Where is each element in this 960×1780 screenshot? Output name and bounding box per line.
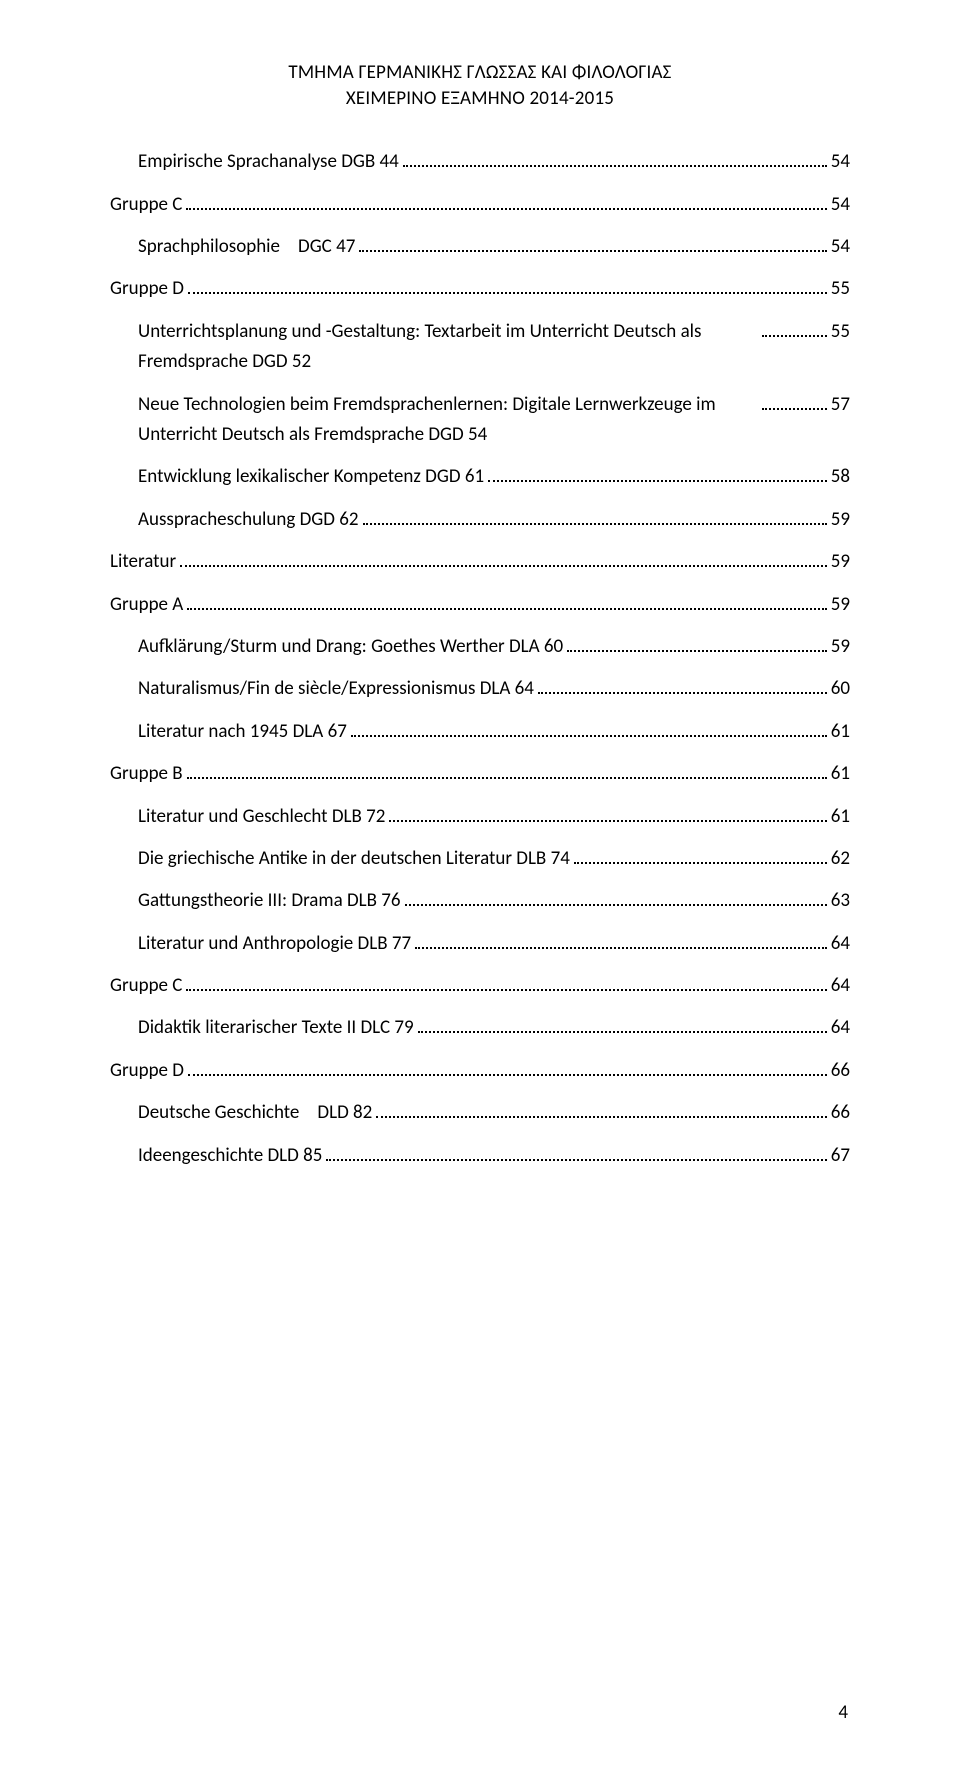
toc-entry: Literatur nach 1945 DLA 67 61 [110, 717, 850, 747]
toc-leader-dots [187, 762, 827, 779]
toc-leader-dots [488, 465, 827, 482]
toc-entry-page: 60 [831, 674, 850, 704]
toc-leader-dots [188, 277, 827, 294]
toc-leader-dots [762, 393, 827, 410]
toc-entry-page: 59 [831, 632, 850, 662]
toc-entry-page: 64 [831, 1013, 850, 1043]
toc-entry: Die griechische Antike in der deutschen … [110, 844, 850, 874]
toc-leader-dots [403, 150, 827, 167]
toc-entry: Gruppe C 54 [110, 190, 850, 220]
toc-entry: Literatur und Geschlecht DLB 72 61 [110, 802, 850, 832]
toc-entry-page: 62 [831, 844, 850, 874]
toc-entry-page: 59 [831, 547, 850, 577]
toc-leader-dots [376, 1101, 826, 1118]
toc-leader-dots [389, 804, 826, 821]
toc-entry-title: Literatur und Anthropologie DLB 77 [138, 929, 411, 959]
toc-entry-page: 64 [831, 971, 850, 1001]
toc-entry-page: 54 [831, 190, 850, 220]
toc-entry-title: Literatur [110, 547, 176, 577]
toc-leader-dots [180, 550, 827, 567]
toc-entry-page: 64 [831, 929, 850, 959]
toc-entry-title: Ideengeschichte DLD 85 [138, 1141, 322, 1171]
table-of-contents: Empirische Sprachanalyse DGB 44 54Gruppe… [110, 147, 850, 1171]
header-line-2: ΧΕΙΜΕΡΙΝΟ ΕΞΑΜΗΝΟ 2014-2015 [110, 86, 850, 112]
toc-entry: Unterrichtsplanung und -Gestaltung: Text… [110, 317, 850, 378]
toc-entry-title: Gruppe C [110, 190, 182, 220]
toc-entry: Gruppe D 66 [110, 1056, 850, 1086]
toc-entry: Gruppe B 61 [110, 759, 850, 789]
toc-entry-title: Deutsche GeschichteDLD 82 [138, 1098, 372, 1128]
toc-entry: Deutsche GeschichteDLD 82 66 [110, 1098, 850, 1128]
toc-leader-dots [418, 1016, 827, 1033]
toc-leader-dots [359, 235, 826, 252]
toc-entry-title: Die griechische Antike in der deutschen … [138, 844, 570, 874]
toc-entry-title: Gruppe A [110, 590, 183, 620]
toc-leader-dots [574, 847, 827, 864]
toc-entry: SprachphilosophieDGC 47 54 [110, 232, 850, 262]
toc-leader-dots [538, 677, 827, 694]
toc-entry: Neue Technologien beim Fremdsprachenlern… [110, 390, 850, 451]
toc-entry-title: Ausspracheschulung DGD 62 [138, 505, 359, 535]
toc-entry: Naturalismus/Fin de siècle/Expressionism… [110, 674, 850, 704]
toc-entry-title: Aufklärung/Sturm und Drang: Goethes Wert… [138, 632, 563, 662]
toc-entry-page: 55 [831, 274, 850, 304]
toc-leader-dots [405, 889, 827, 906]
toc-entry-page: 61 [831, 717, 850, 747]
toc-entry-page: 54 [831, 147, 850, 177]
toc-entry-title: SprachphilosophieDGC 47 [138, 232, 355, 262]
toc-entry: Gattungstheorie III: Drama DLB 76 63 [110, 886, 850, 916]
toc-leader-dots [415, 932, 827, 949]
toc-entry-page: 63 [831, 886, 850, 916]
toc-entry: Entwicklung lexikalischer Kompetenz DGD … [110, 462, 850, 492]
toc-entry-page: 61 [831, 759, 850, 789]
toc-entry-page: 66 [831, 1098, 850, 1128]
toc-entry-page: 54 [831, 232, 850, 262]
toc-entry-page: 57 [831, 390, 850, 420]
document-header: ΤΜΗΜΑ ΓΕΡΜΑΝΙΚΗΣ ΓΛΩΣΣΑΣ ΚΑΙ ΦΙΛΟΛΟΓΙΑΣ … [110, 60, 850, 111]
toc-entry-page: 58 [831, 462, 850, 492]
toc-entry-title: Literatur nach 1945 DLA 67 [138, 717, 347, 747]
toc-entry: Aufklärung/Sturm und Drang: Goethes Wert… [110, 632, 850, 662]
toc-entry-title: Naturalismus/Fin de siècle/Expressionism… [138, 674, 534, 704]
toc-entry: Literatur 59 [110, 547, 850, 577]
toc-entry-title: Gattungstheorie III: Drama DLB 76 [138, 886, 401, 916]
page-number: 4 [838, 1701, 848, 1724]
toc-entry-title: Didaktik literarischer Texte II DLC 79 [138, 1013, 414, 1043]
toc-entry: Gruppe A 59 [110, 590, 850, 620]
toc-entry-title: Neue Technologien beim Fremdsprachenlern… [138, 390, 758, 451]
toc-leader-dots [363, 508, 827, 525]
toc-entry: Empirische Sprachanalyse DGB 44 54 [110, 147, 850, 177]
toc-entry: Gruppe D 55 [110, 274, 850, 304]
toc-entry-title: Gruppe C [110, 971, 182, 1001]
toc-leader-dots [186, 974, 826, 991]
toc-entry-page: 59 [831, 590, 850, 620]
toc-leader-dots [762, 320, 827, 337]
toc-entry-title: Gruppe D [110, 274, 184, 304]
toc-entry-title: Empirische Sprachanalyse DGB 44 [138, 147, 399, 177]
toc-leader-dots [567, 635, 827, 652]
toc-entry: Gruppe C 64 [110, 971, 850, 1001]
toc-entry: Ausspracheschulung DGD 62 59 [110, 505, 850, 535]
toc-entry-title: Unterrichtsplanung und -Gestaltung: Text… [138, 317, 758, 378]
toc-entry-page: 61 [831, 802, 850, 832]
toc-leader-dots [186, 193, 826, 210]
toc-entry-page: 55 [831, 317, 850, 347]
toc-entry-title: Gruppe D [110, 1056, 184, 1086]
toc-entry-page: 67 [831, 1141, 850, 1171]
toc-entry-page: 66 [831, 1056, 850, 1086]
toc-entry: Literatur und Anthropologie DLB 77 64 [110, 929, 850, 959]
toc-leader-dots [326, 1144, 826, 1161]
toc-leader-dots [188, 1059, 827, 1076]
toc-leader-dots [187, 592, 826, 609]
toc-entry-code: DGC 47 [298, 235, 355, 258]
toc-entry-title: Gruppe B [110, 759, 183, 789]
toc-entry: Didaktik literarischer Texte II DLC 79 6… [110, 1013, 850, 1043]
toc-entry: Ideengeschichte DLD 85 67 [110, 1141, 850, 1171]
toc-entry-title: Entwicklung lexikalischer Kompetenz DGD … [138, 462, 484, 492]
toc-leader-dots [351, 720, 827, 737]
header-line-1: ΤΜΗΜΑ ΓΕΡΜΑΝΙΚΗΣ ΓΛΩΣΣΑΣ ΚΑΙ ΦΙΛΟΛΟΓΙΑΣ [110, 60, 850, 86]
toc-entry-code: DLD 82 [317, 1101, 372, 1124]
toc-entry-title: Literatur und Geschlecht DLB 72 [138, 802, 385, 832]
toc-entry-page: 59 [831, 505, 850, 535]
